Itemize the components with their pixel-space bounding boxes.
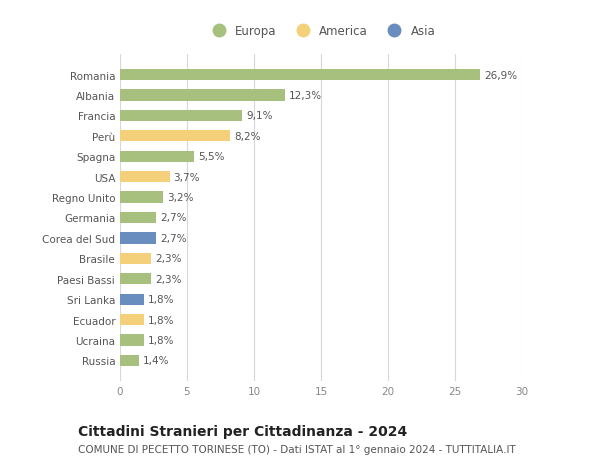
Text: 2,3%: 2,3% bbox=[155, 274, 181, 284]
Bar bbox=[120, 314, 144, 325]
Text: 9,1%: 9,1% bbox=[246, 111, 272, 121]
Text: 1,4%: 1,4% bbox=[143, 356, 169, 365]
Text: 1,8%: 1,8% bbox=[148, 295, 175, 304]
Text: 26,9%: 26,9% bbox=[484, 71, 518, 80]
Text: COMUNE DI PECETTO TORINESE (TO) - Dati ISTAT al 1° gennaio 2024 - TUTTITALIA.IT: COMUNE DI PECETTO TORINESE (TO) - Dati I… bbox=[78, 444, 516, 454]
Text: 1,8%: 1,8% bbox=[148, 315, 175, 325]
Bar bbox=[120, 151, 194, 162]
Bar bbox=[120, 294, 144, 305]
Bar bbox=[120, 70, 481, 81]
Text: 3,2%: 3,2% bbox=[167, 193, 193, 203]
Bar bbox=[120, 131, 230, 142]
Bar bbox=[120, 111, 242, 122]
Text: 5,5%: 5,5% bbox=[198, 152, 224, 162]
Text: 3,7%: 3,7% bbox=[173, 172, 200, 182]
Text: 2,7%: 2,7% bbox=[160, 213, 187, 223]
Bar bbox=[120, 90, 285, 101]
Bar bbox=[120, 274, 151, 285]
Text: 2,3%: 2,3% bbox=[155, 254, 181, 264]
Legend: Europa, America, Asia: Europa, America, Asia bbox=[203, 22, 439, 42]
Text: 2,7%: 2,7% bbox=[160, 233, 187, 243]
Bar bbox=[120, 233, 156, 244]
Bar bbox=[120, 355, 139, 366]
Text: Cittadini Stranieri per Cittadinanza - 2024: Cittadini Stranieri per Cittadinanza - 2… bbox=[78, 425, 407, 438]
Text: 1,8%: 1,8% bbox=[148, 335, 175, 345]
Bar bbox=[120, 253, 151, 264]
Bar bbox=[120, 192, 163, 203]
Bar bbox=[120, 335, 144, 346]
Text: 8,2%: 8,2% bbox=[234, 132, 260, 141]
Bar bbox=[120, 172, 170, 183]
Text: 12,3%: 12,3% bbox=[289, 91, 322, 101]
Bar bbox=[120, 213, 156, 224]
